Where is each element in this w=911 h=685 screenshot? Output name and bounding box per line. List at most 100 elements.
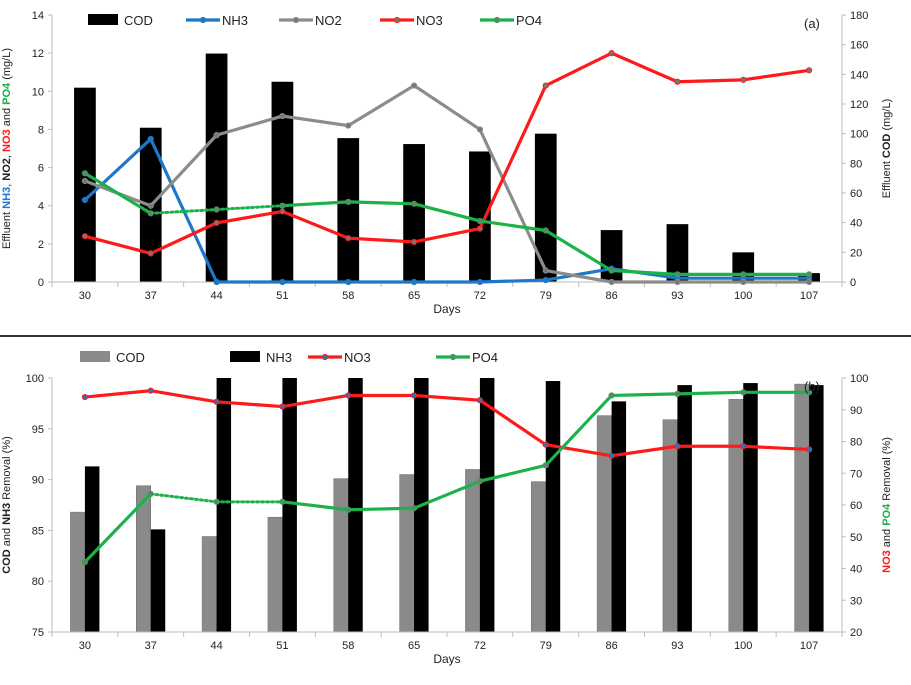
- y-left-tick-label: 10: [32, 86, 44, 98]
- line-segment-po4: [83, 171, 153, 215]
- line-segment-nh3: [83, 137, 153, 202]
- x-tick-label: 100: [734, 290, 752, 302]
- point-nh3-65: [410, 278, 418, 286]
- bar-nh3-93: [677, 385, 692, 632]
- legend-label-no2: NO2: [315, 13, 342, 28]
- y-right-tick-label: 120: [850, 99, 868, 111]
- line-segment-no3: [609, 51, 680, 84]
- line-segment-no2: [412, 83, 482, 132]
- legend-marker-po4: [449, 353, 457, 361]
- line-segment-po4: [280, 500, 350, 512]
- y-axis-right-title-part-2: (mg/L): [881, 99, 893, 134]
- point-no2-79: [542, 267, 549, 274]
- point-po4-65: [410, 505, 418, 512]
- bar-cod-58: [333, 478, 349, 633]
- legend-label-po4: PO4: [472, 350, 498, 365]
- x-tick-label: 58: [342, 290, 354, 302]
- point-no3-58: [345, 392, 352, 399]
- y-right-tick-label: 80: [850, 437, 862, 449]
- point-no3-107: [805, 67, 813, 74]
- y-right-tick-label: 70: [850, 468, 862, 480]
- y-right-tick-label: 60: [850, 500, 862, 512]
- point-po4-107: [805, 389, 813, 396]
- point-po4-107: [805, 271, 813, 278]
- line-segment-po4: [346, 200, 416, 206]
- point-no3-65: [410, 238, 418, 246]
- point-nh3-44: [213, 278, 220, 286]
- bar-cod-58: [337, 138, 360, 282]
- bar-cod-86: [600, 230, 623, 282]
- y-left-tick-label: 8: [38, 124, 44, 136]
- point-po4-65: [410, 200, 418, 207]
- line-segment-no3: [214, 209, 285, 225]
- line-segment-no3: [544, 51, 614, 88]
- y-right-tick-label: 80: [850, 158, 862, 170]
- point-po4-58: [345, 506, 352, 513]
- y-axis-left-title: COD and NH3 Removal (%): [1, 436, 13, 574]
- y-axis-right-title-part-3: Removal (%): [881, 437, 893, 504]
- y-axis-left-title-part-3: Removal (%): [1, 436, 13, 503]
- legend-label-no3: NO3: [416, 13, 443, 28]
- point-no3-93: [674, 78, 681, 85]
- point-po4-86: [608, 267, 615, 274]
- x-tick-label: 51: [276, 290, 288, 302]
- point-po4-44: [213, 206, 220, 213]
- y-right-tick-label: 50: [850, 532, 862, 544]
- line-segment-po4: [149, 492, 219, 504]
- y-left-tick-label: 80: [32, 576, 44, 588]
- x-tick-label: 51: [276, 640, 288, 652]
- line-segment-no3: [544, 443, 614, 458]
- bar-nh3-37: [150, 529, 166, 632]
- bar-cod-93: [662, 419, 678, 633]
- line-segment-nh3: [544, 267, 614, 282]
- y-right-tick-label: 60: [850, 188, 862, 200]
- line-segment-no2: [478, 127, 548, 273]
- panel-b-chart: 75 80 85 90 95 100 20 30 40 50 60 70 80 90 100 30 37 44 51…: [1, 350, 893, 666]
- bar-cod-79: [534, 133, 557, 282]
- line-segment-no3: [675, 78, 745, 84]
- point-po4-37: [147, 210, 154, 217]
- line-segment-po4: [478, 463, 548, 483]
- line-segment-po4: [675, 390, 745, 396]
- y-axis-right-title-part-1: and: [881, 526, 893, 550]
- line-segment-no3: [741, 444, 811, 452]
- y-left-tick-label: 6: [38, 163, 44, 175]
- line-segment-po4: [609, 268, 680, 276]
- legend-marker-nh3: [199, 16, 207, 24]
- bar-cod-107: [794, 383, 810, 633]
- y-axis-right-title: Effluent COD (mg/L): [881, 99, 893, 198]
- y-right-tick-label: 20: [850, 247, 862, 259]
- bar-cod-65: [403, 144, 425, 282]
- point-po4-79: [542, 462, 549, 469]
- x-tick-label: 79: [540, 290, 552, 302]
- y-right-tick-label: 140: [850, 69, 868, 81]
- x-tick-label: 65: [408, 640, 420, 652]
- y-axis-left-title-part-1: and: [1, 525, 13, 549]
- line-segment-no3: [609, 444, 680, 458]
- point-no2-100: [740, 278, 747, 286]
- line-segment-no3: [83, 389, 153, 399]
- x-tick-label: 44: [210, 640, 222, 652]
- legend-label-cod: COD: [116, 350, 145, 365]
- point-nh3-51: [279, 278, 286, 286]
- y-axis-left-title-part-8: (mg/L): [1, 48, 13, 83]
- y-axis-left-title-part-2: ,: [1, 181, 13, 187]
- y-left-tick-label: 100: [26, 373, 44, 385]
- legend-label-po4: PO4: [516, 13, 542, 28]
- panel-label: (b): [804, 379, 820, 394]
- point-no2-51: [279, 112, 286, 120]
- line-segment-no3: [83, 234, 153, 255]
- bar-cod-72: [469, 151, 491, 282]
- x-tick-label: 37: [145, 290, 157, 302]
- y-right-tick-label: 30: [850, 595, 862, 607]
- point-no3-79: [542, 441, 549, 448]
- bar-nh3-72: [479, 378, 495, 632]
- y-right-tick-label: 40: [850, 564, 862, 576]
- point-nh3-72: [476, 278, 484, 286]
- bar-nh3-100: [743, 383, 758, 632]
- bar-cod-51: [271, 81, 294, 282]
- line-segment-po4: [544, 393, 614, 467]
- point-po4-86: [608, 392, 615, 399]
- line-segment-po4: [412, 479, 482, 510]
